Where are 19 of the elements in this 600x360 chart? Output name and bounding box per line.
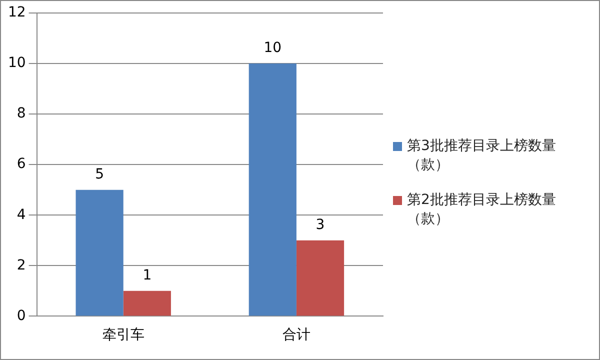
y-tick-label: 6 xyxy=(16,156,26,172)
x-tick-label: 牵引车 xyxy=(102,327,144,344)
y-tick-label: 2 xyxy=(16,257,26,274)
y-tick-label: 0 xyxy=(16,308,26,324)
bar xyxy=(123,290,171,316)
bar xyxy=(76,190,124,316)
y-tick-label: 8 xyxy=(16,106,26,122)
legend-label: 第2批推荐目录上榜数量（款） xyxy=(407,191,557,229)
legend-label: 第3批推荐目录上榜数量（款） xyxy=(407,137,557,175)
data-label: 10 xyxy=(264,40,282,56)
data-label: 3 xyxy=(316,217,325,234)
bar xyxy=(248,64,296,316)
data-label: 5 xyxy=(95,166,104,183)
data-label: 1 xyxy=(142,268,152,284)
bar xyxy=(296,240,344,316)
x-tick-label: 合计 xyxy=(282,327,310,344)
y-tick-label: 12 xyxy=(8,4,26,21)
y-tick-label: 4 xyxy=(16,206,26,223)
y-tick-label: 10 xyxy=(8,55,26,72)
